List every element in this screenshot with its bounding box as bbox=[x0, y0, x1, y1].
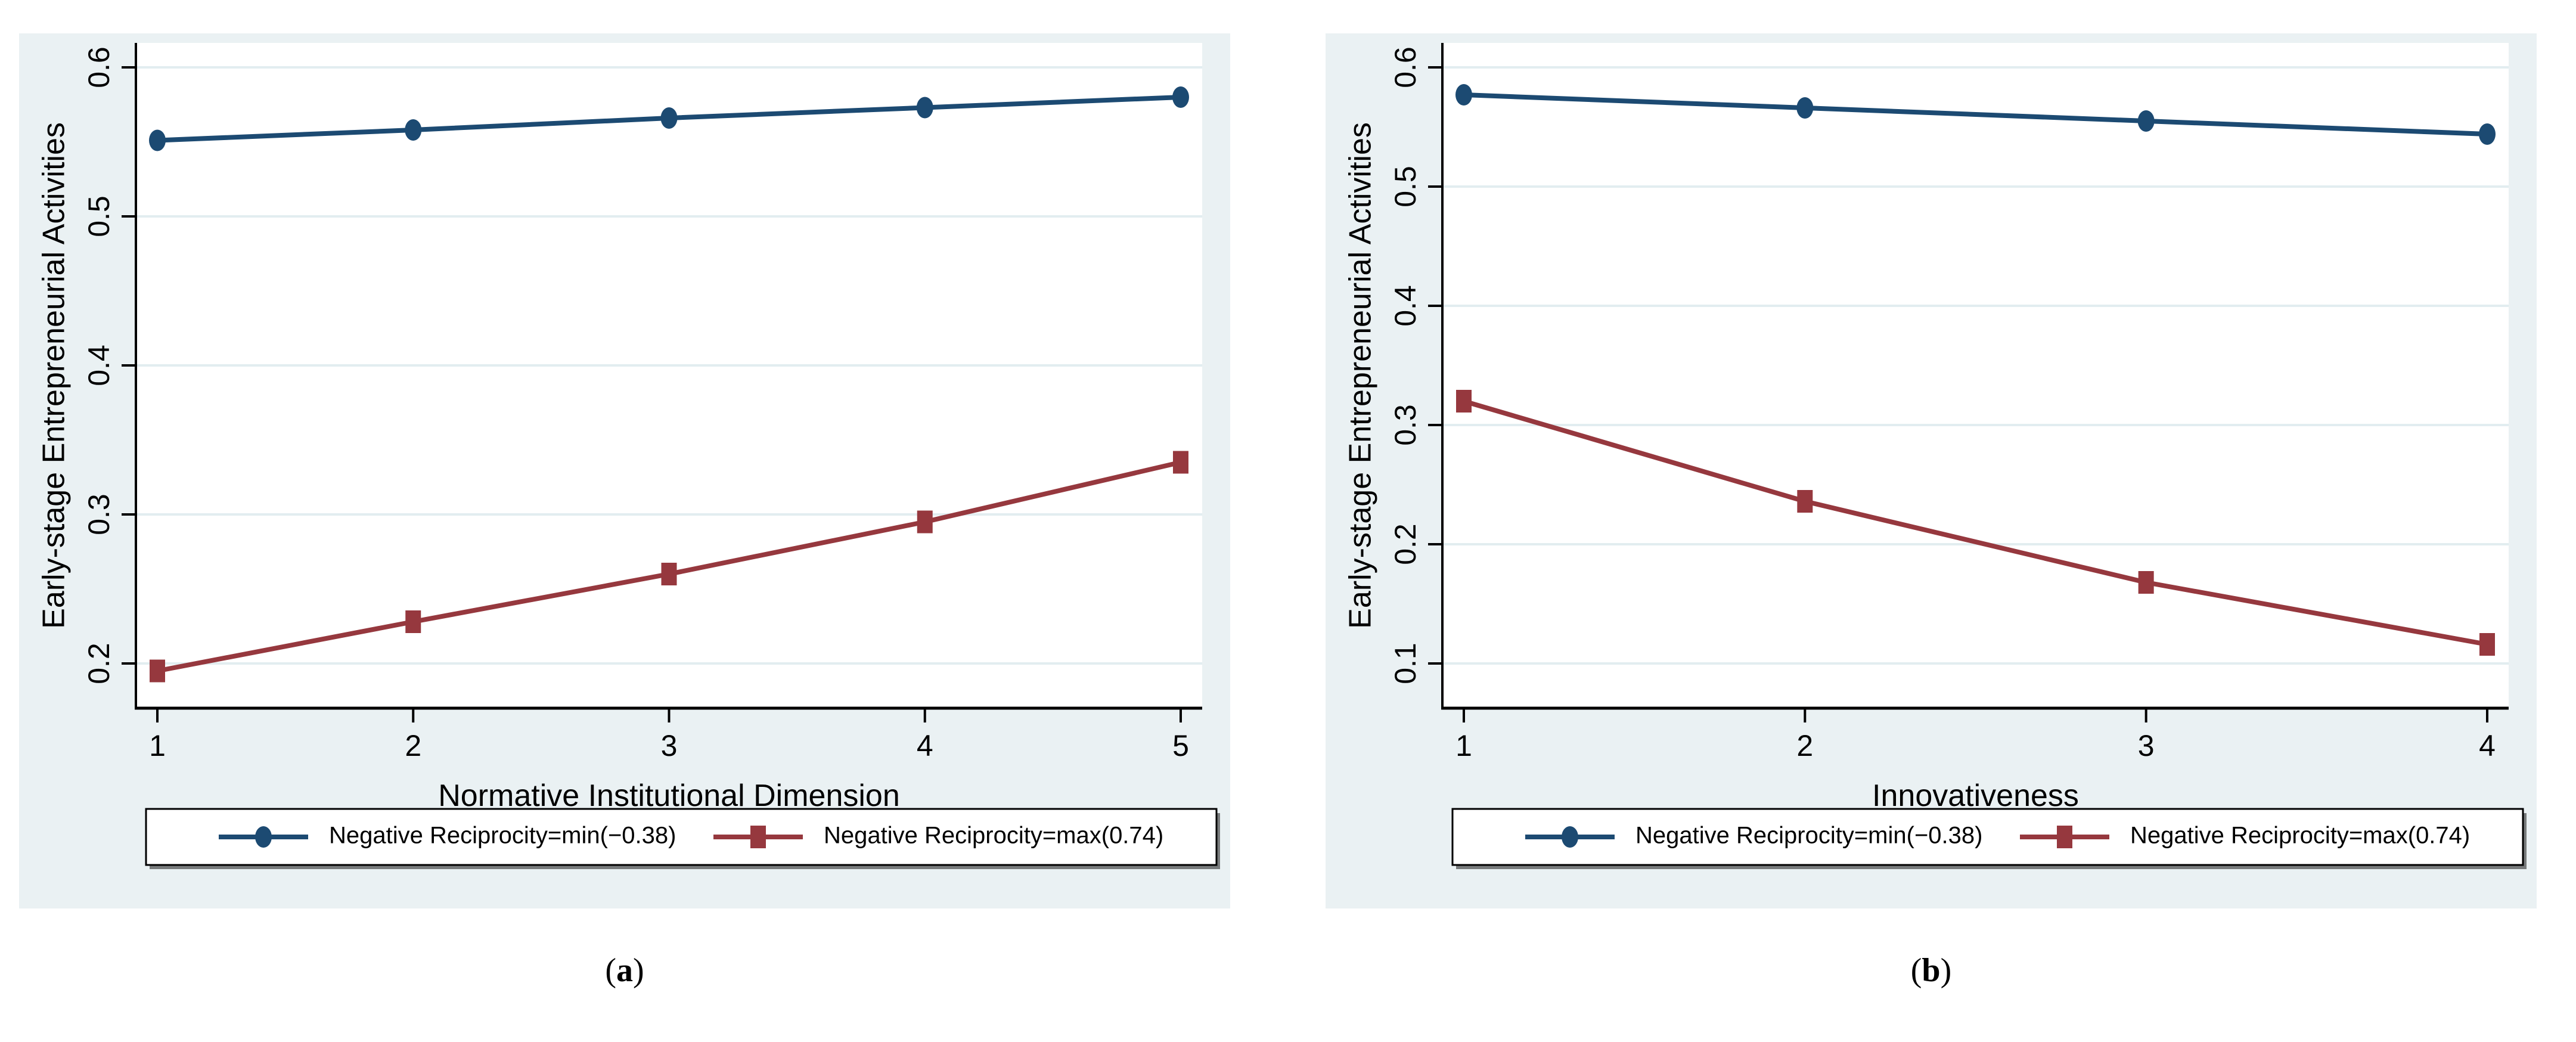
panel-caption-a: (a) bbox=[19, 951, 1230, 990]
plot-area bbox=[1442, 43, 2509, 708]
chart-panel-a: 0.2 0.3 0.4 0.5 0.6 1 2 3 4 5 Normative Institutio… bbox=[19, 33, 1230, 908]
y-tick-label: 0.2 bbox=[82, 643, 116, 684]
x-tick-label: 1 bbox=[1455, 729, 1472, 762]
series-line-min bbox=[1461, 92, 2490, 137]
data-point-marker-min bbox=[1172, 86, 1189, 108]
data-point-marker-max bbox=[661, 563, 677, 585]
x-tick-label: 2 bbox=[1796, 729, 1813, 762]
y-tick-label: 0.4 bbox=[82, 345, 116, 386]
data-point-marker-min bbox=[660, 107, 678, 129]
x-tick-label: 3 bbox=[2138, 729, 2155, 762]
y-tick-label: 0.1 bbox=[1389, 643, 1422, 684]
legend-label: Negative Reciprocity=min(−0.38) bbox=[329, 823, 676, 849]
x-tick-label: 3 bbox=[661, 729, 678, 762]
x-tick-label: 1 bbox=[149, 729, 166, 762]
y-tick-label: 0.3 bbox=[82, 494, 116, 535]
data-point-marker-min bbox=[1455, 84, 1472, 106]
y-tick-label: 0.5 bbox=[1389, 166, 1422, 207]
data-point-marker-min bbox=[2479, 123, 2496, 145]
y-tick-label: 0.3 bbox=[1389, 404, 1422, 446]
data-point-marker-max bbox=[150, 659, 165, 683]
x-tick-label: 4 bbox=[917, 729, 933, 762]
line-chart-innovativeness: 0.1 0.2 0.3 0.4 0.5 0.6 1 2 3 4 Innovativeness Earl… bbox=[1343, 43, 2527, 869]
data-point-marker-max bbox=[405, 610, 421, 633]
x-tick-label: 4 bbox=[2479, 729, 2496, 762]
data-point-marker-min bbox=[149, 129, 166, 151]
caption-paren-close: ) bbox=[1940, 952, 1952, 989]
y-axis-title: Early-stage Entrepreneurial Activities bbox=[37, 122, 72, 629]
legend-marker-max bbox=[750, 826, 766, 848]
y-tick-label: 0.6 bbox=[1389, 46, 1422, 88]
data-point-marker-min bbox=[2137, 110, 2155, 132]
legend-marker-max bbox=[2057, 826, 2072, 848]
caption-paren-open: ( bbox=[1910, 952, 1922, 989]
y-tick-label: 0.2 bbox=[1389, 523, 1422, 565]
caption-paren-open: ( bbox=[605, 952, 616, 989]
data-point-marker-min bbox=[1796, 97, 1814, 119]
x-tick-label: 5 bbox=[1172, 729, 1189, 762]
panel-caption-b: (b) bbox=[1326, 951, 2537, 990]
y-axis-title: Early-stage Entrepreneurial Activities bbox=[1343, 122, 1378, 629]
legend-marker-min bbox=[1562, 826, 1578, 848]
line-chart-normative-institutional-dimension: 0.2 0.3 0.4 0.5 0.6 1 2 3 4 5 Normative Institutio… bbox=[37, 43, 1220, 869]
data-point-marker-max bbox=[1456, 390, 1472, 413]
chart-panel-b: 0.1 0.2 0.3 0.4 0.5 0.6 1 2 3 4 Innovativeness Earl… bbox=[1326, 33, 2537, 908]
y-tick-label: 0.5 bbox=[82, 196, 116, 237]
legend-label: Negative Reciprocity=min(−0.38) bbox=[1635, 823, 1982, 849]
caption-letter: b bbox=[1922, 952, 1941, 989]
caption-letter: a bbox=[616, 952, 633, 989]
legend-box bbox=[145, 808, 1218, 866]
data-point-marker-max bbox=[1173, 451, 1188, 474]
plot-area bbox=[136, 43, 1202, 708]
data-point-marker-min bbox=[405, 119, 422, 141]
data-point-marker-max bbox=[2138, 571, 2154, 594]
data-point-marker-max bbox=[2479, 633, 2495, 656]
x-axis-title: Normative Institutional Dimension bbox=[438, 779, 900, 813]
data-point-marker-max bbox=[1797, 490, 1813, 513]
x-tick-label: 2 bbox=[405, 729, 421, 762]
series-line-max bbox=[1461, 399, 2490, 647]
data-point-marker-max bbox=[917, 510, 933, 534]
y-tick-label: 0.6 bbox=[82, 46, 116, 88]
x-axis-title: Innovativeness bbox=[1872, 779, 2079, 813]
legend-box bbox=[1451, 808, 2524, 866]
legend-label: Negative Reciprocity=max(0.74) bbox=[2130, 823, 2470, 849]
caption-paren-close: ) bbox=[633, 952, 644, 989]
y-tick-label: 0.4 bbox=[1389, 285, 1422, 327]
data-point-marker-min bbox=[916, 97, 933, 119]
legend-marker-min bbox=[255, 826, 272, 848]
legend-label: Negative Reciprocity=max(0.74) bbox=[824, 823, 1163, 849]
